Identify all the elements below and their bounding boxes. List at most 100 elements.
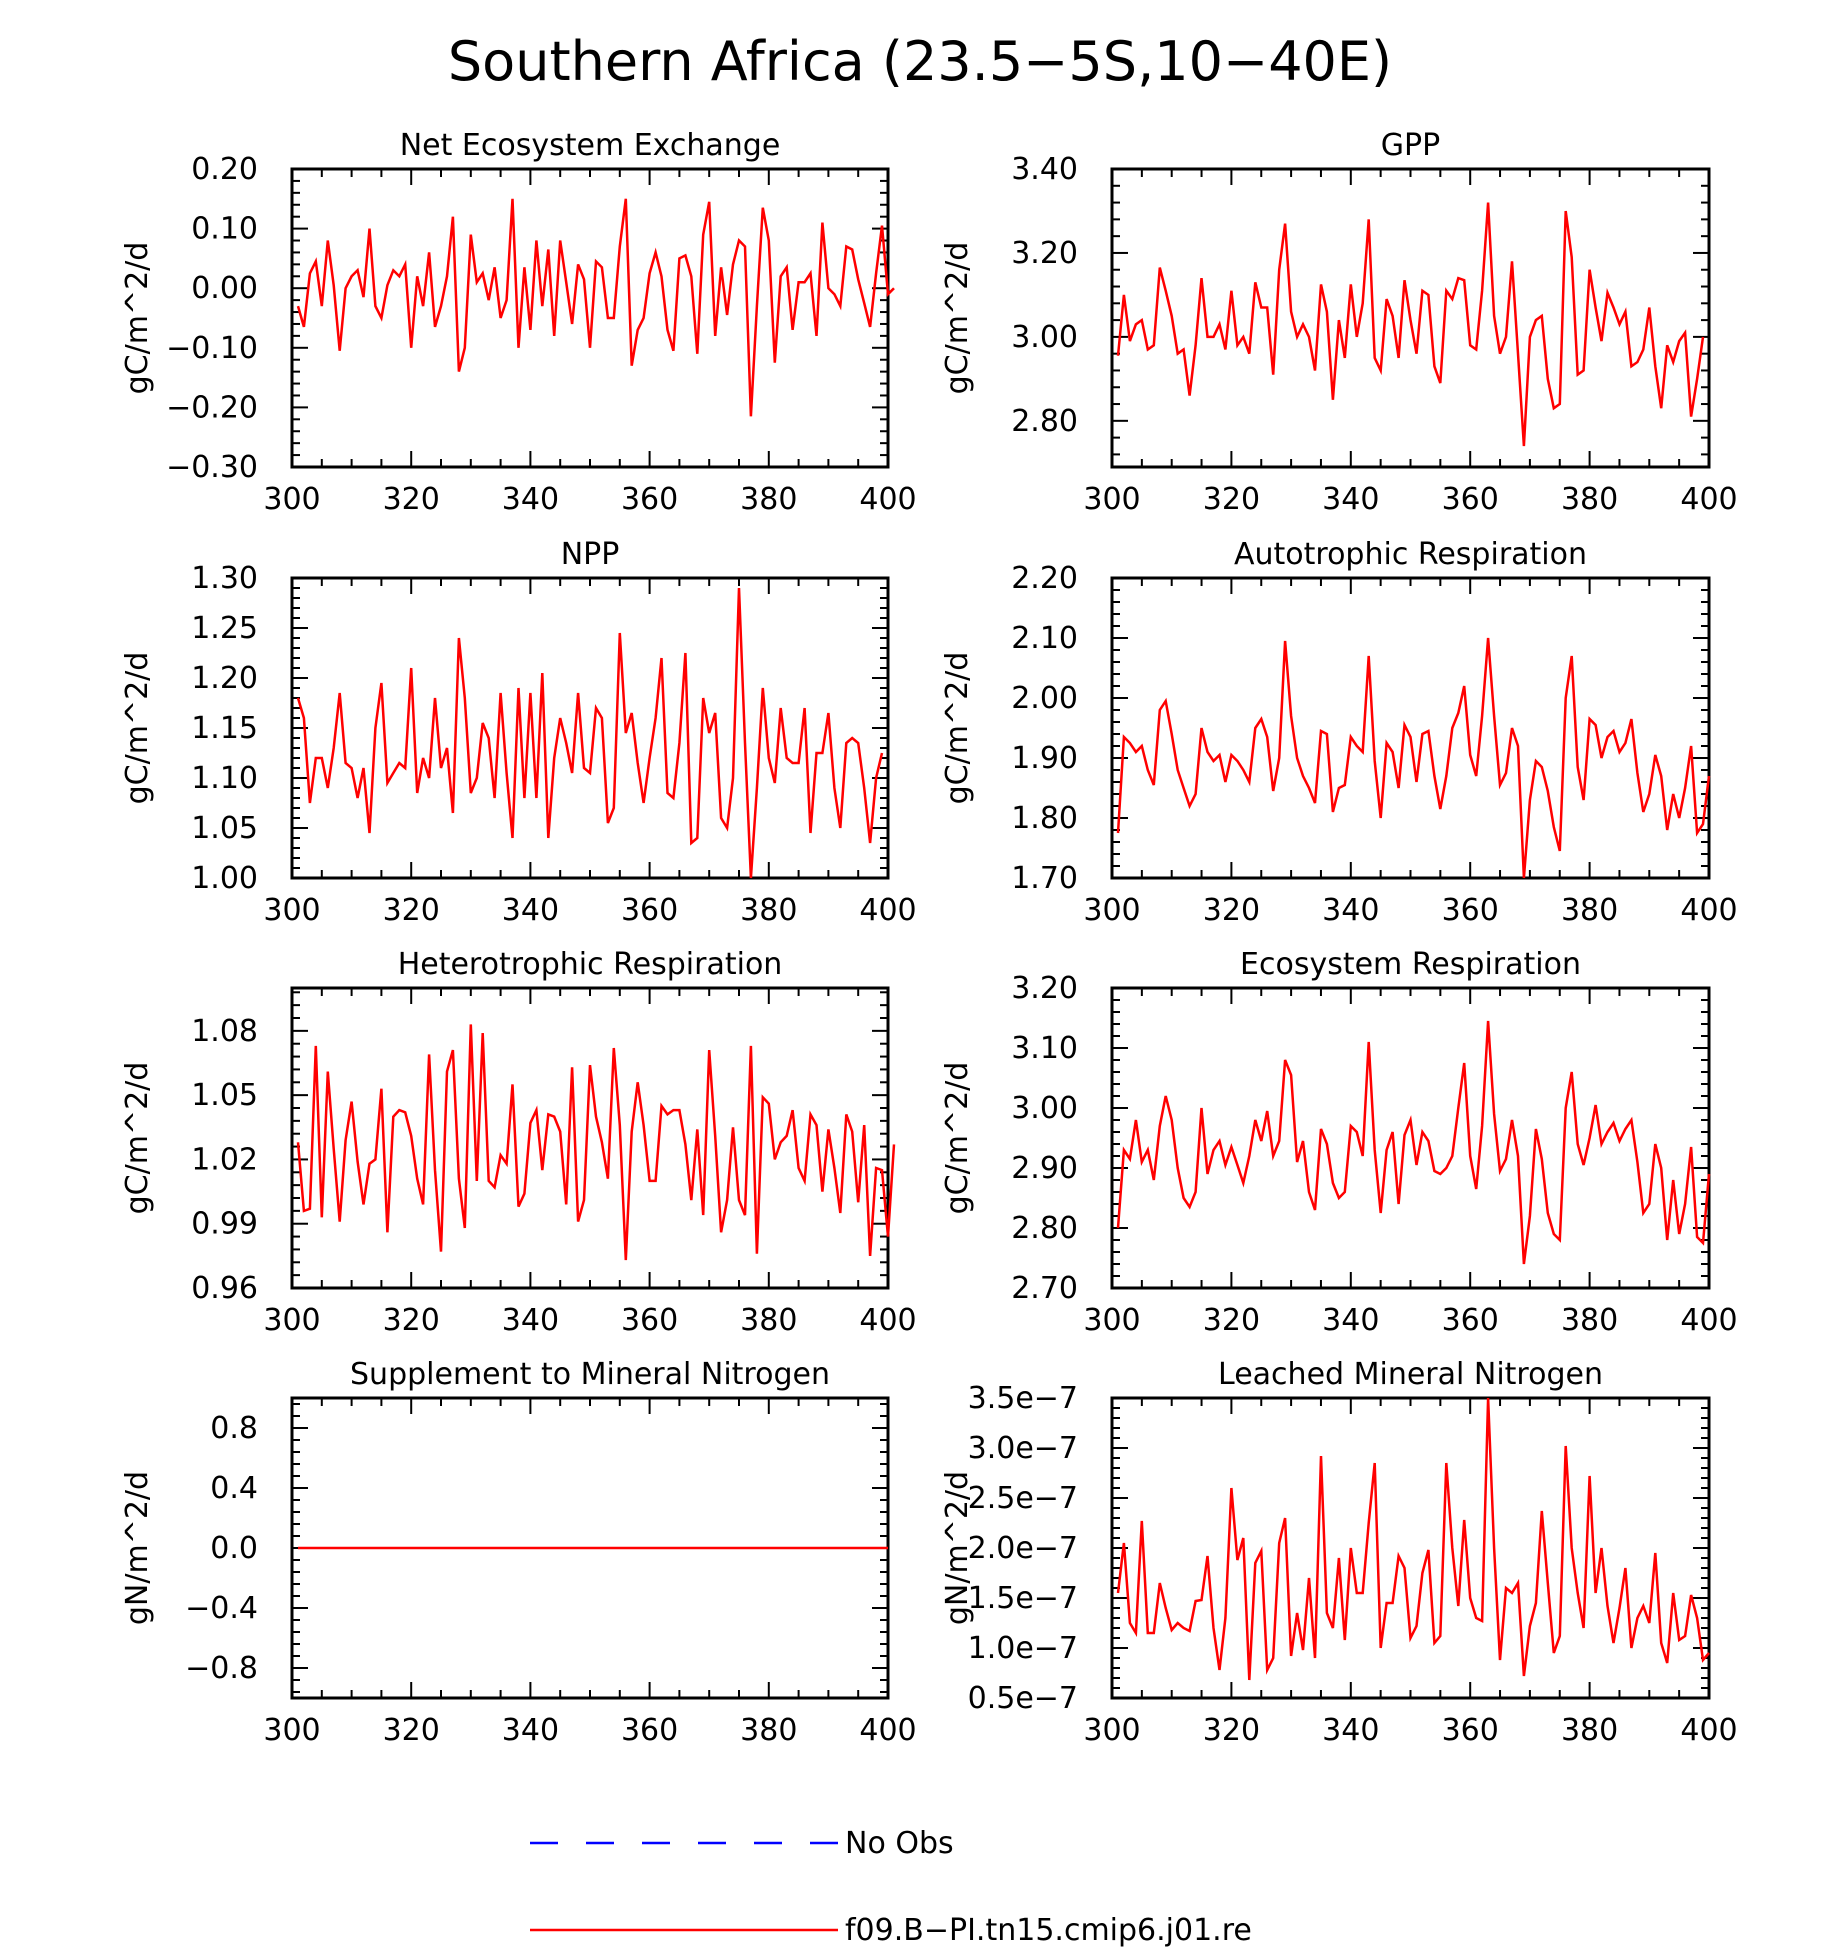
x-tick-label: 340 [1322,893,1379,928]
x-tick-label: 400 [859,1713,916,1748]
y-tick-label: 3.10 [1011,1031,1078,1066]
y-tick-label: 1.25 [191,611,258,646]
x-tick-label: 400 [1680,1303,1737,1338]
x-tick-label: 320 [1203,482,1260,517]
x-tick-label: 380 [740,893,797,928]
x-tick-label: 360 [621,1303,678,1338]
panel-title: Leached Mineral Nitrogen [1218,1357,1603,1392]
y-axis-label: gC/m^2/d [120,242,155,395]
y-tick-label: 3.20 [1011,971,1078,1006]
y-tick-label: 2.80 [1011,404,1078,439]
y-tick-label: 0.8 [210,1411,258,1446]
x-tick-label: 340 [502,893,559,928]
x-tick-label: 320 [1203,1303,1260,1338]
panels: Net Ecosystem Exchange 300 320 340 360 380 400… [120,128,1738,1748]
y-tick-label: −0.20 [166,390,258,425]
panel-title: Supplement to Mineral Nitrogen [350,1357,830,1392]
y-tick-label: 0.5e−7 [968,1681,1078,1716]
y-tick-label: 1.20 [191,661,258,696]
panel-supplement-to-mineral-nitrogen: Supplement to Mineral Nitrogen 300 320 340 3… [120,1357,917,1748]
panel-heterotrophic-respiration: Heterotrophic Respiration 300 320 340 360 380… [120,947,917,1338]
y-tick-label: 2.10 [1011,621,1078,656]
y-tick-label: 3.5e−7 [968,1381,1078,1416]
y-tick-label: −0.4 [185,1591,258,1626]
x-tick-label: 320 [383,482,440,517]
y-tick-label: 1.0e−7 [968,1631,1078,1666]
y-tick-label: 0.99 [191,1207,258,1242]
x-tick-label: 300 [1083,1713,1140,1748]
y-tick-label: 2.00 [1011,681,1078,716]
y-tick-label: 2.70 [1011,1271,1078,1306]
x-tick-label: 360 [621,482,678,517]
panel-autotrophic-respiration: Autotrophic Respiration 300 320 340 360 380 40… [940,537,1738,928]
y-tick-label: 3.20 [1011,236,1078,271]
x-tick-label: 340 [502,482,559,517]
y-tick-label: 0.0 [210,1531,258,1566]
legend-label-model-run: f09.B−PI.tn15.cmip6.j01.re [845,1913,1252,1948]
y-axis-label: gC/m^2/d [940,242,975,395]
panel-npp: NPP 300 320 340 360 380 400 1.30 1.25 1.20 1.15 1.1… [120,537,917,928]
plot-frame [1110,1396,1711,1700]
y-tick-label: 0.00 [191,271,258,306]
y-tick-label: 1.70 [1011,861,1078,896]
x-tick-label: 340 [1322,1303,1379,1338]
x-tick-label: 380 [740,1303,797,1338]
panel-net-ecosystem-exchange: Net Ecosystem Exchange 300 320 340 360 380 400… [120,128,917,517]
series-line [296,198,895,417]
x-tick-label: 360 [621,1713,678,1748]
x-tick-label: 380 [740,482,797,517]
panel-ecosystem-respiration: Ecosystem Respiration 300 320 340 360 380 400 3… [940,947,1738,1338]
plot-frame [290,576,890,880]
y-tick-label: 1.08 [191,1014,258,1049]
legend-entry-model-run: f09.B−PI.tn15.cmip6.j01.re [530,1913,1252,1948]
x-tick-label: 300 [1083,893,1140,928]
y-tick-label: 1.5e−7 [968,1581,1078,1616]
y-axis-label: gC/m^2/d [940,652,975,805]
x-tick-label: 320 [383,893,440,928]
y-tick-label: 3.40 [1011,152,1078,187]
y-tick-label: 1.90 [1011,741,1078,776]
figure-title: Southern Africa (23.5−5S,10−40E) [448,30,1392,93]
x-tick-label: 300 [263,482,320,517]
panel-gpp: GPP 300 320 340 360 380 400 3.40 3.20 3.00 2.80 gC/… [940,128,1738,517]
panel-title: NPP [561,537,620,572]
x-tick-label: 340 [502,1713,559,1748]
y-tick-label: 1.00 [191,861,258,896]
y-axis-label: gN/m^2/d [940,1471,975,1625]
y-tick-label: 1.05 [191,811,258,846]
y-tick-label: 2.80 [1011,1211,1078,1246]
y-tick-label: 0.96 [191,1271,258,1306]
y-tick-label: 0.4 [210,1471,258,1506]
y-tick-label: 1.80 [1011,801,1078,836]
x-tick-label: 300 [263,1713,320,1748]
y-tick-label: 2.90 [1011,1151,1078,1186]
x-tick-label: 360 [1442,1713,1499,1748]
x-tick-label: 380 [740,1713,797,1748]
x-tick-label: 360 [1442,482,1499,517]
y-tick-label: 1.02 [191,1142,258,1177]
x-tick-label: 340 [1322,482,1379,517]
series-line [1116,1397,1710,1681]
y-axis-label: gC/m^2/d [120,1062,155,1215]
x-tick-label: 400 [1680,482,1737,517]
x-tick-label: 380 [1561,482,1618,517]
legend: No Obs f09.B−PI.tn15.cmip6.j01.re [530,1826,1252,1948]
panel-leached-mineral-nitrogen: Leached Mineral Nitrogen 300 320 340 360 380 4… [940,1357,1738,1748]
x-tick-label: 360 [1442,1303,1499,1338]
y-tick-label: 1.15 [191,711,258,746]
series-line [1116,202,1705,447]
x-tick-label: 360 [621,893,678,928]
x-tick-label: 340 [502,1303,559,1338]
y-axis-label: gC/m^2/d [120,652,155,805]
x-tick-label: 300 [263,1303,320,1338]
y-tick-label: −0.10 [166,331,258,366]
plot-frame [290,986,890,1290]
y-tick-label: 2.5e−7 [968,1481,1078,1516]
y-tick-label: 0.20 [191,152,258,187]
panel-title: Heterotrophic Respiration [398,947,783,982]
panel-title: Autotrophic Respiration [1234,537,1587,572]
y-tick-label: −0.8 [185,1651,258,1686]
y-tick-label: 1.30 [191,561,258,596]
series-line [296,587,884,879]
